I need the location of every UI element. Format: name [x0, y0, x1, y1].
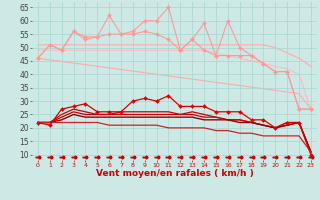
X-axis label: Vent moyen/en rafales ( km/h ): Vent moyen/en rafales ( km/h ) — [96, 169, 253, 178]
